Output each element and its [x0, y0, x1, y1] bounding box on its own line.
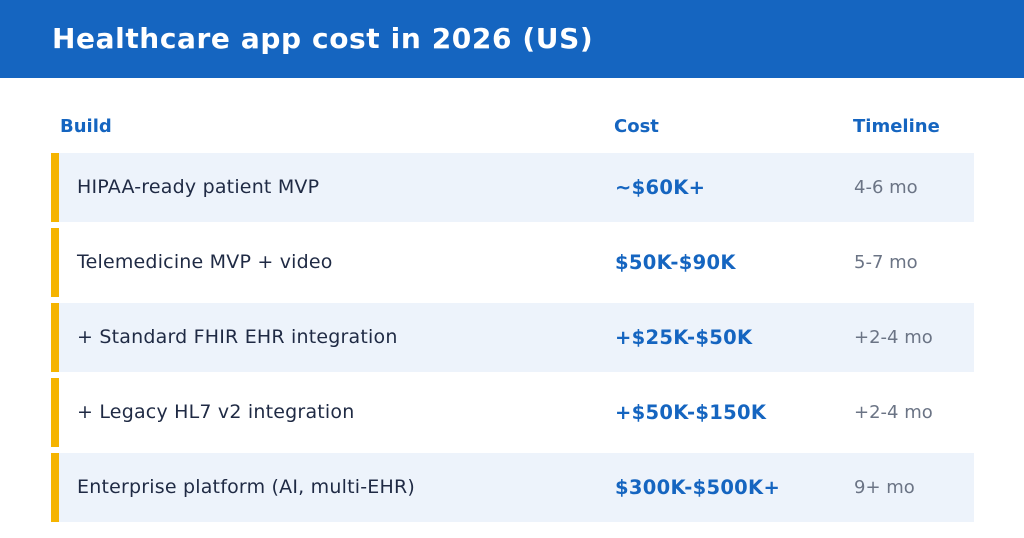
column-header-cost: Cost — [614, 116, 659, 137]
row-build-label: Telemedicine MVP + video — [77, 251, 333, 273]
column-header-build: Build — [60, 116, 112, 137]
row-timeline-value: 9+ mo — [854, 477, 915, 498]
table-row: Enterprise platform (AI, multi-EHR) $300… — [51, 453, 974, 522]
table-row: HIPAA-ready patient MVP ~$60K+ 4-6 mo — [51, 153, 974, 222]
row-cost-value: +$25K-$50K — [615, 326, 753, 349]
row-build-label: HIPAA-ready patient MVP — [77, 176, 320, 198]
cost-table: Build Cost Timeline HIPAA-ready patient … — [51, 110, 974, 522]
table-row: + Standard FHIR EHR integration +$25K-$5… — [51, 303, 974, 372]
column-header-timeline: Timeline — [853, 116, 940, 137]
row-cost-value: $50K-$90K — [615, 251, 736, 274]
row-timeline-value: 4-6 mo — [854, 177, 918, 198]
title-banner: Healthcare app cost in 2026 (US) — [0, 0, 1024, 78]
row-timeline-value: 5-7 mo — [854, 252, 918, 273]
row-cost-value: ~$60K+ — [615, 176, 706, 199]
row-build-label: Enterprise platform (AI, multi-EHR) — [77, 476, 415, 498]
row-build-label: + Standard FHIR EHR integration — [77, 326, 398, 348]
row-timeline-value: +2-4 mo — [854, 402, 933, 423]
table-header-row: Build Cost Timeline — [51, 110, 974, 153]
page-title: Healthcare app cost in 2026 (US) — [52, 22, 594, 55]
row-cost-value: +$50K-$150K — [615, 401, 767, 424]
table-row: Telemedicine MVP + video $50K-$90K 5-7 m… — [51, 228, 974, 297]
row-build-label: + Legacy HL7 v2 integration — [77, 401, 355, 423]
row-timeline-value: +2-4 mo — [854, 327, 933, 348]
table-row: + Legacy HL7 v2 integration +$50K-$150K … — [51, 378, 974, 447]
row-cost-value: $300K-$500K+ — [615, 476, 781, 499]
